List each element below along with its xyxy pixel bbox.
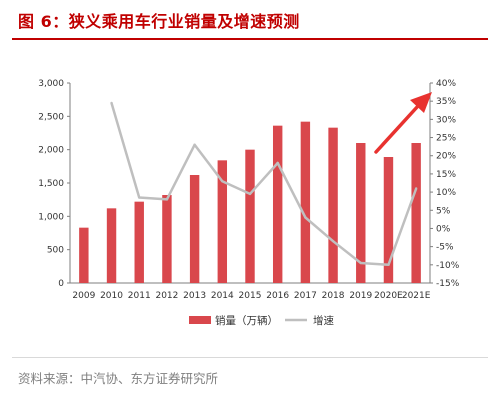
bars-layer xyxy=(79,121,421,284)
footer-divider xyxy=(12,357,488,358)
x-tick-label: 2012 xyxy=(155,291,178,301)
growth-line-layer xyxy=(110,101,418,267)
growth-point-2020E xyxy=(387,263,390,267)
y-left-tick-label: 2,500 xyxy=(38,112,64,122)
y-right-tick-label: 10% xyxy=(436,188,456,198)
y-right-tick-label: 0% xyxy=(436,224,451,234)
legend-label-sales: 销量（万辆） xyxy=(215,314,278,327)
y-right-tick-label: 20% xyxy=(436,152,456,162)
y-right-tick-label: 15% xyxy=(436,170,456,180)
trend-arrow-layer xyxy=(374,92,432,154)
bar-2015 xyxy=(245,149,255,283)
x-tick-label: 2014 xyxy=(211,291,234,301)
y-left-tick-label: 0 xyxy=(58,279,64,289)
x-tick-label: 2017 xyxy=(294,291,317,301)
y-right-tick-label: -5% xyxy=(436,243,454,253)
growth-point-2010 xyxy=(110,101,113,105)
trend-arrow-shaft xyxy=(374,104,420,154)
bar-2012 xyxy=(162,195,172,283)
x-tick-label: 2013 xyxy=(183,291,206,301)
x-tick-label: 2021E xyxy=(402,291,431,301)
bar-2013 xyxy=(189,175,200,283)
x-tick-label: 2018 xyxy=(322,291,345,301)
x-tick-label: 2010 xyxy=(100,291,123,301)
growth-point-2011 xyxy=(138,196,141,199)
growth-point-2019 xyxy=(359,261,362,265)
growth-point-2016 xyxy=(276,161,279,165)
y-left-tick-label: 1,500 xyxy=(38,179,64,189)
bar-2014 xyxy=(217,160,228,283)
figure-title: 图 6：狭义乘用车行业销量及增速预测 xyxy=(18,12,300,31)
bar-2016 xyxy=(272,125,283,284)
bar-2019 xyxy=(356,143,366,283)
title-divider xyxy=(12,38,488,40)
bar-2017 xyxy=(300,121,311,284)
legend: 销量（万辆） 增速 xyxy=(189,314,334,327)
y-right-tick-label: -10% xyxy=(436,261,460,271)
growth-point-2015 xyxy=(248,192,252,196)
growth-point-2017 xyxy=(304,216,307,219)
y-left-tick-label: 500 xyxy=(47,246,64,256)
x-tick-label: 2011 xyxy=(128,291,151,301)
y-right-tick-label: 25% xyxy=(436,134,456,144)
y-right-tick-label: -15% xyxy=(436,279,460,289)
growth-point-2021E xyxy=(414,187,418,190)
y-left-tick-label: 3,000 xyxy=(38,79,64,89)
legend-swatch-sales xyxy=(189,316,211,324)
x-tick-label: 2019 xyxy=(349,291,372,301)
bar-2021E xyxy=(411,143,421,283)
growth-point-2012 xyxy=(165,198,169,201)
sales-growth-chart: 0 500 1,000 1,500 2,000 2,500 3,000 -15% -10% -5%… xyxy=(38,79,459,327)
y-right-tick-label: 30% xyxy=(436,115,456,125)
source-note: 资料来源：中汽协、东方证券研究所 xyxy=(18,371,219,386)
bar-2010 xyxy=(106,208,117,283)
growth-point-2014 xyxy=(221,179,224,183)
y-right-tick-label: 40% xyxy=(436,79,456,89)
y-right-tick-label: 35% xyxy=(436,97,456,107)
y-right-tick-label: 5% xyxy=(436,206,451,216)
y-left-tick-label: 1,000 xyxy=(38,212,64,222)
axes-layer: 0 500 1,000 1,500 2,000 2,500 3,000 -15% -10% -5%… xyxy=(38,79,459,301)
growth-line xyxy=(110,102,418,267)
legend-label-growth: 增速 xyxy=(313,314,334,327)
growth-point-2013 xyxy=(193,143,196,147)
x-tick-label: 2020E xyxy=(374,291,403,301)
bar-2018 xyxy=(328,127,338,284)
growth-point-2018 xyxy=(331,239,335,243)
trend-arrow-head xyxy=(410,92,432,113)
x-tick-label: 2009 xyxy=(72,291,95,301)
bar-2011 xyxy=(134,201,144,283)
bar-2009 xyxy=(79,227,89,283)
y-left-tick-label: 2,000 xyxy=(38,146,64,156)
x-tick-label: 2016 xyxy=(266,291,289,301)
bar-2020E xyxy=(383,157,394,283)
x-tick-label: 2015 xyxy=(239,291,262,301)
